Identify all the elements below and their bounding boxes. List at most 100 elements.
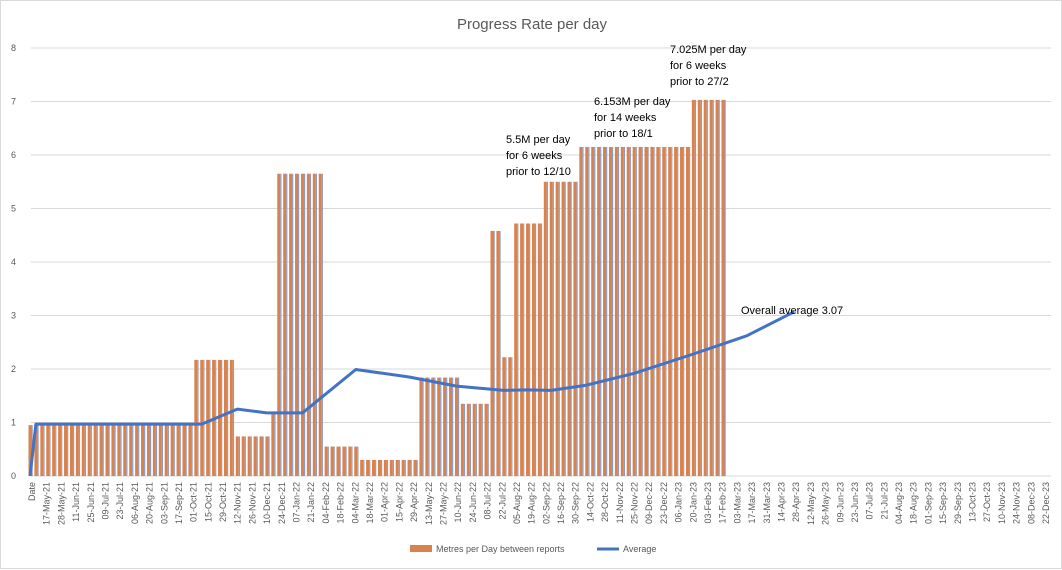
- bar-edge: [570, 181, 572, 476]
- bar-edge: [262, 436, 264, 476]
- bar: [289, 173, 293, 476]
- bar-edge: [481, 403, 483, 476]
- bar: [573, 181, 577, 476]
- x-tick-label: 17-May-21: [42, 482, 52, 525]
- bar-edge: [529, 223, 531, 476]
- x-tick-label: 28-May-21: [56, 482, 66, 525]
- x-tick-label: 25-Nov-22: [630, 482, 640, 524]
- x-tick-label: 12-Nov-21: [233, 482, 243, 524]
- x-tick-label: 27-May-22: [438, 482, 448, 525]
- bar: [691, 99, 695, 477]
- bar: [502, 357, 506, 476]
- bar: [372, 459, 376, 476]
- bar-edge: [155, 425, 158, 476]
- x-tick-label: 13-Oct-23: [968, 482, 978, 522]
- bar: [496, 230, 500, 476]
- bar-edge: [416, 459, 418, 476]
- bar: [591, 146, 595, 476]
- bar: [366, 459, 370, 476]
- bar-edge: [221, 359, 223, 476]
- bar-edge: [250, 436, 252, 476]
- bar: [443, 377, 447, 476]
- x-tick-label: 06-Jan-23: [674, 482, 684, 523]
- bar-edge: [434, 377, 436, 476]
- bar-edge: [493, 230, 495, 476]
- bar-edge: [540, 223, 543, 476]
- bar-edge: [309, 173, 312, 476]
- x-tick-label: 11-Jun-21: [71, 482, 81, 522]
- bar-edge: [149, 425, 152, 476]
- x-tick-label: 17-Feb-23: [718, 482, 728, 524]
- bar-edge: [712, 99, 714, 477]
- bar: [407, 459, 411, 476]
- bar-edge: [238, 436, 241, 476]
- bar: [265, 436, 269, 476]
- bar: [531, 223, 535, 476]
- bar: [223, 359, 227, 476]
- bar-edge: [292, 173, 294, 476]
- bar: [87, 425, 91, 476]
- x-tick-label: 14-Oct-22: [585, 482, 595, 522]
- bar: [644, 146, 648, 476]
- y-tick-label: 7: [11, 97, 16, 107]
- x-tick-label: 04-Feb-22: [321, 482, 331, 524]
- bar-edge: [647, 146, 649, 476]
- bar-edge: [582, 146, 584, 476]
- x-tick-label: 23-Jun-23: [850, 482, 860, 523]
- bar-edge: [428, 377, 430, 476]
- chart-title: Progress Rate per day: [457, 16, 608, 33]
- x-axis-ticks: Date 17-May-21 28-May-21 11-Jun-21 25-Jun-21…: [27, 482, 1051, 525]
- x-tick-label: 23-Jul-21: [115, 482, 125, 520]
- bar: [526, 223, 530, 476]
- bar: [81, 425, 85, 476]
- bar: [360, 459, 364, 476]
- bar-edge: [724, 99, 726, 477]
- bar: [478, 403, 482, 476]
- bar-edge: [469, 403, 472, 476]
- bar: [117, 425, 121, 476]
- bar: [146, 425, 150, 476]
- bar-edge: [576, 181, 578, 476]
- bar: [206, 359, 210, 476]
- bar: [135, 425, 139, 476]
- bar-edge: [132, 425, 134, 476]
- bar-edge: [191, 425, 193, 476]
- bar: [93, 425, 97, 476]
- x-tick-label: 20-Aug-21: [145, 482, 155, 524]
- x-tick-label: 16-Sep-22: [556, 482, 566, 524]
- bar-edge: [375, 459, 377, 476]
- x-tick-label: 23-Dec-22: [659, 482, 669, 524]
- bar-edge: [108, 425, 110, 476]
- bar-edge: [274, 413, 276, 476]
- x-tick-label: 08-Dec-23: [1026, 482, 1036, 524]
- bar: [650, 146, 654, 476]
- bar: [709, 99, 713, 477]
- bar: [561, 181, 565, 476]
- bar-edge: [653, 146, 655, 476]
- bar: [318, 173, 322, 476]
- bar: [514, 223, 518, 476]
- bar: [253, 436, 257, 476]
- x-tick-label: 29-Apr-22: [409, 482, 419, 522]
- x-tick-label: 21-Jul-23: [879, 482, 889, 520]
- x-tick-label: 11-Nov-22: [615, 482, 625, 523]
- bar-edge: [404, 459, 406, 476]
- bar: [413, 459, 417, 476]
- bar-edge: [594, 146, 596, 476]
- bar-edge: [333, 446, 335, 476]
- bar: [342, 446, 346, 476]
- bar: [597, 146, 601, 476]
- bar: [715, 99, 719, 477]
- x-tick-label: 06-Aug-21: [130, 482, 140, 524]
- bar-edge: [72, 425, 75, 476]
- bar: [520, 223, 524, 476]
- bar: [437, 377, 441, 476]
- bar-edge: [61, 425, 63, 476]
- x-tick-label: 04-Mar-22: [350, 482, 360, 524]
- bar: [152, 425, 156, 476]
- annotation-text: prior to 18/1: [594, 128, 653, 140]
- annotation-text: for 14 weeks: [594, 112, 657, 124]
- bar: [721, 99, 725, 477]
- bar-edge: [351, 446, 353, 476]
- bar: [28, 425, 32, 476]
